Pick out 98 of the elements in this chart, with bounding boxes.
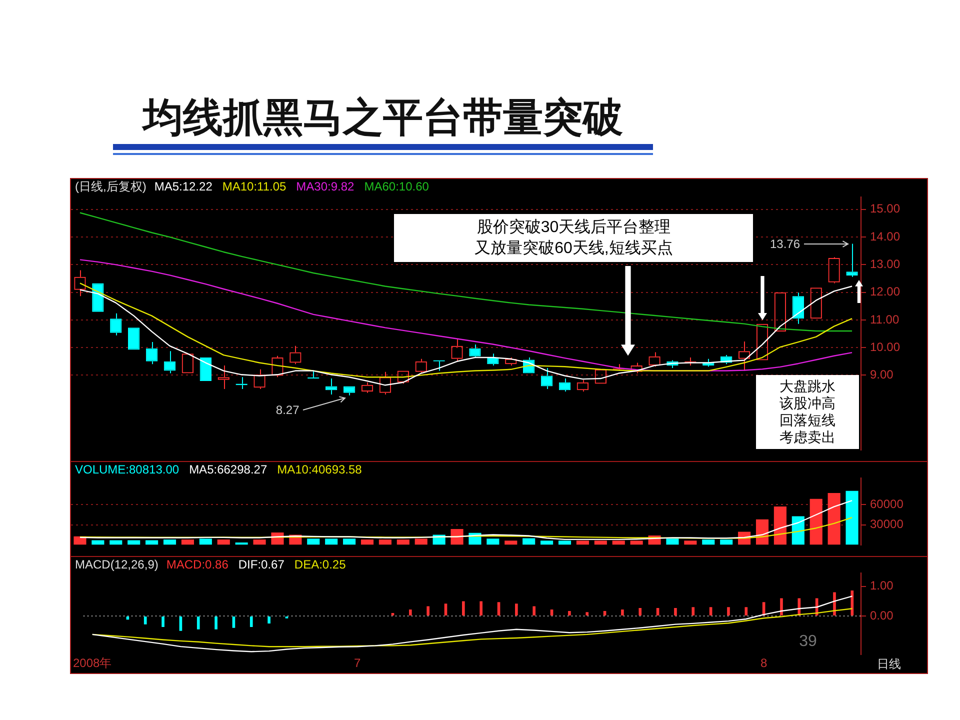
x-tick-label: 8 <box>760 656 768 670</box>
bar <box>144 616 147 624</box>
bar <box>179 616 182 631</box>
bar <box>666 538 679 545</box>
callout-box: 股价突破30天线后平台整理 又放量突破60天线,短线买点 <box>394 214 754 262</box>
bar <box>253 539 266 545</box>
y-tick-label: 12.00 <box>870 284 900 299</box>
bar <box>504 540 518 545</box>
bar <box>217 539 230 545</box>
candlestick <box>487 353 499 366</box>
y-tick-label: 30000 <box>870 517 904 532</box>
candlestick <box>792 292 804 324</box>
annotation: 39 <box>799 632 817 651</box>
bar <box>408 609 412 616</box>
annotation: 13.76 <box>768 236 800 251</box>
chart-title: 均线抓黑马之平台带量突破 <box>143 95 623 142</box>
bar <box>522 538 536 545</box>
y-tick-label: 14.00 <box>870 229 900 244</box>
bar <box>612 540 625 545</box>
annotation: 该股冲高 <box>778 395 837 412</box>
annotation: 又放量突破60天线,短线买点 <box>474 238 674 259</box>
bar <box>576 540 589 545</box>
text: DIF:0.67 <box>238 557 285 572</box>
bar <box>828 493 840 545</box>
bar <box>586 612 589 616</box>
bar <box>128 540 140 545</box>
bar <box>360 539 374 545</box>
bar <box>181 539 194 545</box>
bar <box>568 610 571 616</box>
bar <box>702 539 715 545</box>
bar <box>727 607 730 616</box>
bar <box>540 540 554 545</box>
bar <box>396 539 410 545</box>
y-tick-label: 60000 <box>870 497 904 512</box>
text: MA5:12.22 <box>154 179 213 194</box>
bar <box>199 538 212 545</box>
bar <box>674 608 677 616</box>
bar <box>744 607 748 616</box>
text: 日线 <box>877 656 901 673</box>
text: MA5:66298.27 <box>189 462 268 476</box>
y-tick-label: 9.00 <box>870 368 894 382</box>
bar <box>162 616 164 628</box>
text: VOLUME:80813.00 <box>75 462 180 476</box>
bar <box>110 540 122 545</box>
text: MA10:40693.58 <box>277 462 362 476</box>
bar <box>846 490 858 545</box>
candlestick <box>846 243 858 278</box>
annotation: 考虑卖出 <box>778 429 837 446</box>
bar <box>163 539 176 545</box>
x-tick-label: 7 <box>354 656 362 670</box>
bar <box>196 616 200 630</box>
bar <box>515 604 518 616</box>
bar <box>780 598 783 616</box>
bar <box>92 540 104 545</box>
candlestick <box>343 386 356 396</box>
bar <box>720 539 733 545</box>
bar <box>268 616 270 624</box>
text: MACD:0.86 <box>166 557 229 572</box>
text: MA60:10.60 <box>364 179 430 194</box>
y-tick-label: 11.00 <box>870 312 900 326</box>
y-tick-label: 0.00 <box>870 608 894 622</box>
bar <box>692 607 695 616</box>
y-tick-label: 1.00 <box>870 578 894 593</box>
bar <box>594 540 607 545</box>
text: MA10:11.05 <box>222 179 287 194</box>
bar <box>146 540 158 545</box>
y-tick-label: 10.00 <box>870 340 900 354</box>
bar <box>486 538 500 545</box>
bar <box>532 606 536 616</box>
annotation: 股价突破30天线后平台整理 <box>476 218 672 238</box>
chart-subtitle: MACD(12,26,9) <box>75 557 158 572</box>
bar <box>325 538 338 545</box>
bar <box>480 601 483 616</box>
annotation: 回落短线 <box>778 412 837 430</box>
bar <box>774 506 786 545</box>
bar <box>414 538 428 545</box>
bar <box>462 601 465 616</box>
bar <box>378 539 392 545</box>
x-tick-label: 2008年 <box>72 656 112 670</box>
bar <box>684 540 697 545</box>
text: DEA:0.25 <box>294 557 346 572</box>
bar <box>426 606 430 616</box>
y-tick-label: 13.00 <box>870 257 900 271</box>
bar <box>250 616 253 628</box>
bar <box>214 616 218 630</box>
bar <box>558 540 572 545</box>
bar <box>810 498 822 545</box>
text: MA30:9.82 <box>296 179 355 194</box>
annotation: 大盘跳水 <box>778 378 837 396</box>
bar <box>638 608 642 616</box>
bar <box>307 538 320 545</box>
bar <box>343 538 356 545</box>
y-tick-label: 15.00 <box>870 202 900 216</box>
bar <box>630 540 643 545</box>
annotation: 8.27 <box>274 403 300 418</box>
chart-subtitle: (日线,后复权) <box>75 179 146 194</box>
bar <box>450 529 464 545</box>
bar <box>621 609 624 616</box>
